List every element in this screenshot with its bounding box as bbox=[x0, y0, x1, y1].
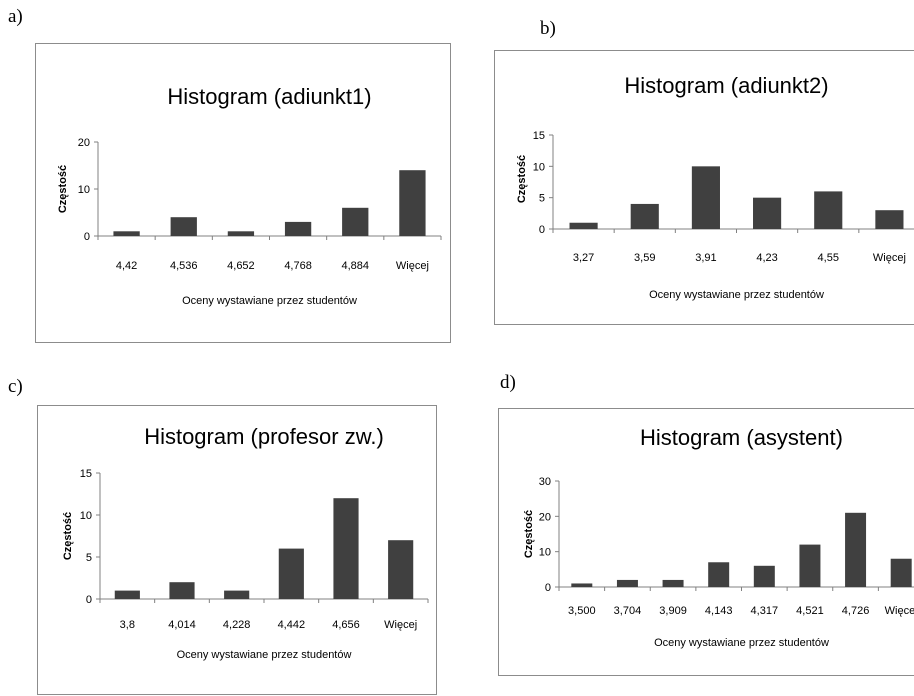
x-tick-label: 4,652 bbox=[227, 260, 255, 272]
y-tick-label: 0 bbox=[539, 224, 545, 236]
histogram-bar bbox=[569, 222, 598, 229]
histogram-bar bbox=[799, 544, 821, 587]
histogram-bar bbox=[114, 590, 140, 599]
x-axis-label: Oceny wystawiane przez studentów bbox=[182, 295, 357, 307]
y-axis-label: Częstość bbox=[57, 165, 69, 213]
x-tick-label: Więcej bbox=[873, 252, 906, 264]
x-tick-label: 3,8 bbox=[120, 619, 135, 631]
x-tick-label: 4,442 bbox=[278, 619, 306, 631]
histogram-bar bbox=[399, 170, 426, 236]
y-tick-label: 10 bbox=[78, 184, 90, 196]
chart-svg: Histogram (asystent) Częstość Oceny wystaw… bbox=[523, 425, 914, 649]
y-tick-label: 15 bbox=[533, 130, 545, 142]
x-tick-label: Więcej bbox=[396, 260, 429, 272]
y-axis-label: Częstość bbox=[523, 510, 535, 558]
x-tick-label: 4,726 bbox=[842, 605, 870, 617]
histogram-bar bbox=[227, 231, 255, 236]
x-tick-label: 3,704 bbox=[614, 605, 642, 617]
x-tick-label: 4,536 bbox=[170, 260, 198, 272]
x-tick-label: 4,55 bbox=[818, 252, 839, 264]
y-tick-label: 0 bbox=[84, 231, 90, 243]
histogram-chart-profesor: Histogram (profesor zw.) Częstość Oceny wy… bbox=[37, 405, 437, 695]
x-tick-label: 4,317 bbox=[751, 605, 779, 617]
histogram-bar bbox=[753, 197, 782, 229]
x-axis-label: Oceny wystawiane przez studentów bbox=[177, 649, 352, 661]
histogram-bar bbox=[571, 583, 593, 587]
y-axis-label: Częstość bbox=[516, 155, 528, 203]
x-tick-label: 3,59 bbox=[634, 252, 655, 264]
x-axis-label: Oceny wystawiane przez studentów bbox=[654, 637, 829, 649]
histogram-bar bbox=[284, 221, 312, 236]
x-tick-label: 4,768 bbox=[284, 260, 312, 272]
chart-svg: Histogram (profesor zw.) Częstość Oceny wy… bbox=[62, 424, 429, 661]
chart-svg: Histogram (adiunkt1) Częstość Oceny wystaw… bbox=[57, 84, 442, 307]
x-axis-label: Oceny wystawiane przez studentów bbox=[649, 289, 824, 301]
histogram-bar bbox=[691, 166, 720, 229]
histogram-bar bbox=[388, 540, 414, 599]
x-tick-label: 4,228 bbox=[223, 619, 251, 631]
x-tick-label: 4,521 bbox=[796, 605, 824, 617]
y-tick-label: 10 bbox=[533, 161, 545, 173]
y-tick-label: 20 bbox=[539, 511, 551, 523]
histogram-bar bbox=[224, 590, 250, 599]
histogram-bar bbox=[890, 558, 912, 587]
histogram-bar bbox=[753, 565, 775, 587]
panel-label-d: d) bbox=[500, 372, 516, 393]
x-tick-label: 3,909 bbox=[659, 605, 687, 617]
panel-label-a: a) bbox=[8, 6, 23, 27]
x-tick-label: Więcej bbox=[384, 619, 417, 631]
x-tick-label: 4,143 bbox=[705, 605, 733, 617]
x-tick-label: Więcej bbox=[885, 605, 914, 617]
histogram-bar bbox=[875, 210, 904, 229]
y-tick-label: 0 bbox=[545, 582, 551, 594]
histogram-bar bbox=[662, 579, 684, 587]
histogram-bar bbox=[616, 579, 638, 587]
y-tick-label: 20 bbox=[78, 137, 90, 149]
y-tick-label: 5 bbox=[86, 552, 92, 564]
histogram-chart-adiunkt1: Histogram (adiunkt1) Częstość Oceny wystaw… bbox=[35, 43, 451, 343]
histogram-bar bbox=[169, 582, 195, 599]
histogram-bar bbox=[342, 207, 369, 236]
chart-svg: Histogram (adiunkt2) Częstość Oceny wystaw… bbox=[516, 73, 914, 301]
x-tick-label: 4,884 bbox=[341, 260, 369, 272]
histogram-bar bbox=[814, 191, 843, 229]
y-tick-label: 10 bbox=[80, 510, 92, 522]
histogram-chart-adiunkt2: Histogram (adiunkt2) Częstość Oceny wystaw… bbox=[494, 50, 914, 325]
histogram-bar bbox=[630, 203, 659, 229]
x-tick-label: 4,014 bbox=[168, 619, 196, 631]
chart-title: Histogram (profesor zw.) bbox=[144, 424, 384, 449]
y-tick-label: 10 bbox=[539, 547, 551, 559]
y-axis-label: Częstość bbox=[62, 512, 74, 560]
y-tick-label: 0 bbox=[86, 594, 92, 606]
x-tick-label: 4,23 bbox=[756, 252, 777, 264]
histogram-bar bbox=[845, 512, 867, 587]
chart-title: Histogram (adiunkt2) bbox=[624, 73, 828, 98]
panel-label-c: c) bbox=[8, 376, 23, 397]
histogram-bar bbox=[333, 498, 359, 599]
x-tick-label: 3,500 bbox=[568, 605, 596, 617]
x-tick-label: 4,42 bbox=[116, 260, 137, 272]
x-tick-label: 4,656 bbox=[332, 619, 360, 631]
y-tick-label: 5 bbox=[539, 193, 545, 205]
chart-title: Histogram (asystent) bbox=[640, 425, 843, 450]
histogram-chart-asystent: Histogram (asystent) Częstość Oceny wystaw… bbox=[498, 408, 914, 676]
x-tick-label: 3,91 bbox=[695, 252, 716, 264]
histogram-bar bbox=[708, 562, 730, 587]
histogram-bar bbox=[113, 231, 140, 236]
histogram-bar bbox=[278, 548, 304, 599]
histogram-bar bbox=[170, 217, 197, 236]
y-tick-label: 30 bbox=[539, 476, 551, 488]
x-tick-label: 3,27 bbox=[573, 252, 594, 264]
chart-title: Histogram (adiunkt1) bbox=[167, 84, 371, 109]
panel-label-b: b) bbox=[540, 18, 556, 39]
y-tick-label: 15 bbox=[80, 468, 92, 480]
